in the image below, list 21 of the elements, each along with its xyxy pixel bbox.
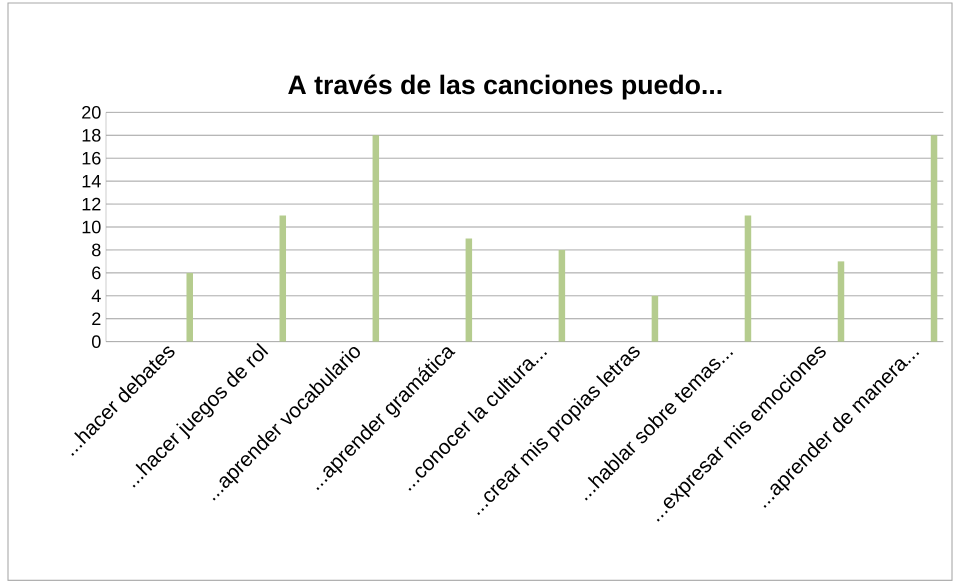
bar <box>930 135 938 342</box>
y-tick-label: 14 <box>82 174 101 188</box>
y-tick-label: 16 <box>82 152 100 165</box>
y-tick-label: 18 <box>82 128 100 142</box>
y-tick-label: 10 <box>82 220 101 234</box>
y-tick-label: 20 <box>82 106 101 119</box>
bar <box>186 272 193 342</box>
y-tick-label: 8 <box>92 244 100 256</box>
y-tick-label: 12 <box>82 198 100 210</box>
bar <box>558 250 566 342</box>
y-tick-label: 2 <box>92 312 100 326</box>
bar <box>652 296 658 342</box>
y-tick-label: 4 <box>92 290 101 302</box>
bar <box>280 216 286 342</box>
bar <box>372 135 380 342</box>
y-tick-label: 6 <box>92 266 100 280</box>
chart-title: A través de las canciones puedo... <box>288 74 722 100</box>
bar <box>838 261 844 342</box>
bar <box>744 216 752 342</box>
bar <box>466 238 472 342</box>
y-tick-label: 0 <box>92 335 101 348</box>
